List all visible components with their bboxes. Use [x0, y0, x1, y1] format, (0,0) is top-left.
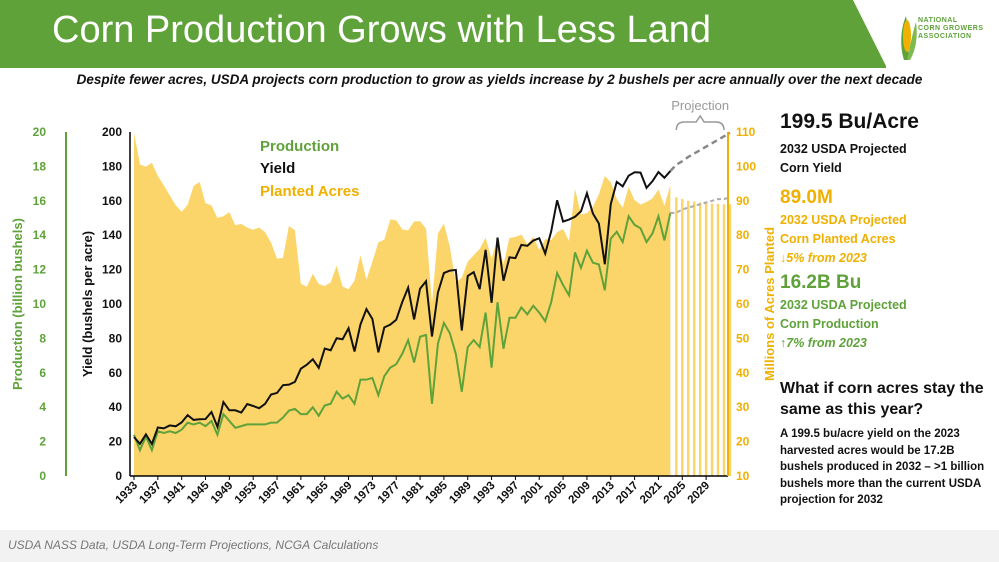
yield-tick-label: 60 [109, 366, 123, 380]
production-value: 16.2B Bu [780, 272, 862, 293]
x-tick-label: 1961 [280, 479, 307, 506]
production-tick-label: 16 [33, 194, 47, 208]
x-tick-label: 1977 [376, 480, 403, 507]
yield-tick-label: 180 [102, 159, 122, 173]
x-tick-label: 2025 [662, 479, 689, 506]
yield-projection-line [669, 131, 731, 172]
x-tick-label: 1969 [328, 480, 355, 507]
projection-label: Projection [671, 98, 729, 113]
production-tick-label: 2 [39, 435, 46, 449]
acres-tick-label: 110 [736, 125, 756, 139]
acres-caption-2: Corn Planted Acres [780, 232, 896, 246]
x-tick-label: 1945 [185, 479, 212, 506]
acres-axis-title: Millions of Acres Planted [762, 227, 777, 381]
yield-tick-label: 0 [115, 469, 122, 483]
acres-caption-1: 2032 USDA Projected [780, 213, 907, 227]
x-tick-label: 2001 [519, 479, 546, 506]
yield-tick-label: 40 [109, 400, 123, 414]
legend-planted-acres: Planted Acres [260, 183, 360, 200]
x-tick-label: 1937 [137, 480, 164, 507]
production-line [133, 212, 672, 454]
x-tick-label: 2013 [590, 480, 617, 507]
legend-yield: Yield [260, 160, 295, 177]
source-note: USDA NASS Data, USDA Long-Term Projectio… [8, 538, 379, 552]
production-caption-2: Corn Production [780, 317, 879, 331]
acres-value: 89.0M [780, 187, 833, 208]
acres-change: ↓5% from 2023 [780, 251, 867, 265]
acres-tick-label: 90 [736, 194, 750, 208]
subtitle: Despite fewer acres, USDA projects corn … [76, 72, 923, 87]
ncga-logo [901, 16, 917, 60]
production-tick-label: 0 [39, 469, 46, 483]
production-tick-label: 10 [33, 297, 47, 311]
production-tick-label: 20 [33, 125, 47, 139]
production-caption-1: 2032 USDA Projected [780, 298, 907, 312]
yield-caption-2: Corn Yield [780, 161, 842, 175]
x-tick-label: 1965 [304, 479, 331, 506]
legend-production: Production [260, 138, 339, 155]
x-tick-label: 1933 [114, 480, 141, 507]
x-tick-label: 2017 [614, 480, 641, 507]
acres-tick-label: 100 [736, 159, 756, 173]
footer-bar [0, 530, 999, 562]
x-tick-label: 1985 [423, 479, 450, 506]
acres-tick-label: 30 [736, 400, 750, 414]
x-tick-label: 2021 [638, 479, 665, 506]
yield-tick-label: 20 [109, 435, 123, 449]
info-panel: 199.5 Bu/Acre 2032 USDA Projected Corn Y… [780, 110, 995, 353]
acres-tick-label: 50 [736, 331, 750, 345]
x-tick-label: 1973 [352, 480, 379, 507]
production-projection-line [670, 196, 731, 214]
x-tick-label: 1989 [447, 480, 474, 507]
production-tick-label: 12 [33, 263, 47, 277]
production-tick-label: 8 [39, 331, 46, 345]
whatif-body: A 199.5 bu/acre yield on the 2023 harves… [780, 428, 985, 506]
logo-text: NATIONAL CORN GROWERS ASSOCIATION [918, 17, 984, 40]
acres-tick-label: 20 [736, 435, 750, 449]
x-tick-label: 1997 [495, 480, 522, 507]
x-tick-label: 1957 [257, 480, 284, 507]
whatif-heading: What if corn acres stay the same as this… [780, 380, 984, 418]
x-tick-label: 1993 [471, 480, 498, 507]
yield-tick-label: 200 [102, 125, 122, 139]
production-tick-label: 4 [39, 400, 46, 414]
acres-tick-label: 70 [736, 263, 750, 277]
yield-value: 199.5 Bu/Acre [780, 110, 919, 133]
x-tick-label: 2009 [566, 480, 593, 507]
yield-tick-label: 80 [109, 331, 123, 345]
yield-axis-title: Yield (bushels per acre) [80, 231, 95, 377]
production-change: ↑7% from 2023 [780, 336, 867, 350]
page-title: Corn Production Grows with Less Land [52, 9, 711, 51]
x-tick-label: 1949 [209, 480, 236, 507]
projection-bracket [675, 114, 725, 131]
acres-tick-label: 60 [736, 297, 750, 311]
yield-tick-label: 160 [102, 194, 122, 208]
production-tick-label: 14 [33, 228, 47, 242]
x-tick-label: 2029 [686, 480, 713, 507]
production-axis-title: Production (billion bushels) [10, 218, 25, 390]
yield-caption-1: 2032 USDA Projected [780, 142, 907, 156]
x-tick-label: 2005 [543, 479, 570, 506]
acres-tick-label: 80 [736, 228, 750, 242]
yield-tick-label: 140 [102, 228, 122, 242]
corn-chart: 0 20 40 60 80 100 120 140 160 180 200 0 2 4 6 8 10 12 14 16… [10, 98, 777, 507]
yield-tick-label: 120 [102, 263, 122, 277]
x-tick-label: 1981 [400, 479, 427, 506]
production-tick-label: 18 [33, 159, 47, 173]
production-tick-label: 6 [39, 366, 46, 380]
x-tick-label: 1953 [233, 480, 260, 507]
yield-line [133, 170, 672, 447]
yield-tick-label: 100 [102, 297, 122, 311]
acres-tick-label: 10 [736, 469, 750, 483]
title-bar: Corn Production Grows with Less Land [0, 0, 887, 68]
corn-icon [901, 16, 917, 60]
acres-tick-label: 40 [736, 366, 750, 380]
x-tick-label: 1941 [161, 479, 188, 506]
